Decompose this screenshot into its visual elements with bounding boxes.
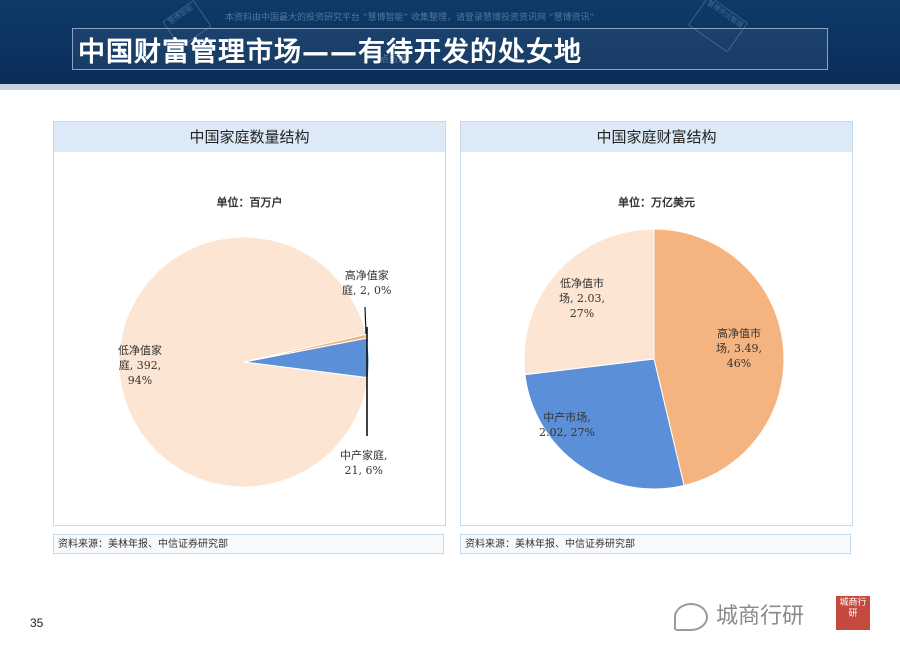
source-note-left: 资料来源：美林年报、中信证券研究部 [53,534,444,554]
unit-label: 单位：万亿美元 [618,196,695,209]
slice-label-high-net: 高净值市 场, 3.49, 46% [716,327,762,370]
pie-slice-0 [653,228,785,487]
household-wealth-panel: 中国家庭财富结构 单位：万亿美元 高净值市 场, 3.49, 46% 中产市场, 2.… [460,121,853,526]
pie-slice-2 [118,236,369,488]
watermark-text: 本资料由中国最大的投资研究平台 “慧博智能” 收集整理，请登录慧博投资资讯网 “… [225,13,595,23]
source-note-right: 资料来源：美林年报、中信证券研究部 [460,534,851,554]
title-frame [72,28,828,70]
slide-header [0,0,900,88]
pie-chart-household-wealth [523,228,785,490]
chart-title: 中国家庭数量结构 [54,122,445,152]
slide-title: 中国财富管理市场——有待开发的处女地 [78,37,582,68]
slice-label-low-net: 低净值家 庭, 392, 94% [118,344,162,387]
slice-label-high-net: 高净值家 庭, 2, 0% [342,269,392,297]
slice-label-mass: 中产家庭, 21, 6% [340,449,388,477]
brand-watermark: 城商行研 [674,598,804,631]
page-number: 35 [30,616,44,630]
leader-line-high-net [364,306,367,335]
unit-label: 单位：百万户 [216,196,283,209]
header-divider [0,84,900,90]
watermark-link[interactable]: 点击进 [380,55,408,65]
wechat-icon [674,603,708,631]
slice-label-low-net: 低净值市 场, 2.03, 27% [559,277,605,320]
pie-slice-2 [523,228,655,376]
chart-title: 中国家庭财富结构 [461,122,852,152]
slice-label-mass: 中产市场, 2.02, 27% [539,411,595,439]
seal-stamp: 城商行研 [836,596,870,630]
pie-chart-household-count [118,236,370,488]
pie-slice-1 [524,358,685,490]
household-count-panel: 中国家庭数量结构 单位：百万户 高净值家 庭, 2, 0% 中产家庭, 21, 6%… [53,121,446,526]
